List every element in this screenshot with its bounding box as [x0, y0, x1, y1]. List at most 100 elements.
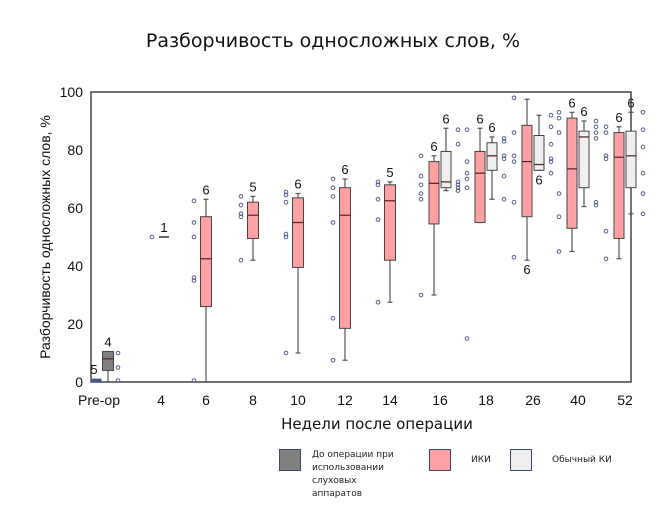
legend-item-iki: ИКИ [429, 449, 491, 471]
data-point [191, 275, 197, 280]
n-label: 1 [160, 220, 167, 235]
data-point [464, 336, 470, 341]
x-tick-label: 40 [570, 392, 586, 408]
y-tick-label: 60 [67, 200, 83, 216]
box [474, 150, 486, 223]
data-point [640, 110, 646, 115]
data-point [455, 141, 461, 147]
data-point [556, 115, 562, 121]
data-point [455, 182, 461, 188]
box-14-1: 5 [375, 165, 396, 305]
y-tick-label: 20 [67, 316, 83, 332]
data-point [511, 159, 517, 164]
data-point [501, 173, 507, 179]
y-tick-label: 40 [67, 258, 83, 274]
box [486, 142, 498, 171]
box-10-1: 6 [283, 177, 304, 356]
data-point [640, 170, 646, 176]
data-point [464, 127, 470, 132]
data-point [330, 220, 336, 225]
data-point [511, 254, 517, 260]
data-point [556, 110, 562, 115]
box-40-2: 6 [578, 104, 599, 208]
data-point [283, 189, 289, 195]
legend-swatch [510, 449, 532, 471]
n-label: 6 [294, 177, 301, 192]
y-tick-label: 100 [60, 84, 84, 100]
data-point [375, 197, 381, 202]
data-point [593, 130, 599, 135]
box-4-1: 1 [149, 220, 169, 240]
y-tick-label: 80 [67, 142, 83, 158]
data-point [191, 278, 197, 283]
x-axis: Pre-op 4 6 8 10 12 14 16 18 26 40 52 [78, 392, 633, 408]
n-label: 6 [430, 139, 437, 154]
box [292, 197, 304, 268]
x-tick-label: 6 [202, 392, 210, 408]
n-label: 6 [202, 182, 209, 197]
legend-item-standard-ci: Обычный КИ [510, 449, 612, 471]
box [384, 184, 396, 261]
data-point [330, 315, 336, 321]
data-point [191, 234, 197, 240]
x-tick-label: 8 [249, 392, 257, 408]
data-point [455, 179, 461, 185]
legend-label: До операции при использовании слуховых а… [312, 450, 394, 499]
n-label: 6 [535, 172, 542, 187]
data-point [115, 350, 121, 356]
data-point [501, 136, 507, 141]
n-label: 5 [249, 179, 256, 194]
data-point [455, 127, 461, 132]
data-point [556, 130, 562, 135]
data-point [375, 182, 381, 188]
data-point [330, 357, 336, 363]
n-label: 6 [523, 262, 530, 277]
data-point [455, 185, 461, 190]
data-point [511, 199, 517, 205]
data-point [330, 185, 336, 190]
box-6-1: 6 [191, 182, 212, 383]
x-tick-label: 26 [525, 392, 541, 408]
data-point [511, 130, 517, 135]
n-label: 4 [104, 335, 111, 350]
data-point [464, 176, 470, 182]
data-point [375, 217, 381, 222]
data-point [283, 199, 289, 205]
box [521, 124, 533, 218]
data-point [640, 144, 646, 150]
y-tick-label: 0 [75, 374, 83, 390]
n-label: 6 [341, 162, 348, 177]
legend-label: ИКИ [471, 455, 491, 465]
y-axis: 0 20 40 60 80 100 [60, 84, 84, 390]
data-point [501, 153, 507, 159]
box-16-1: 6 [418, 139, 440, 298]
box [533, 135, 545, 171]
data-point [238, 211, 244, 217]
n-label: 5 [90, 362, 97, 377]
data-point [548, 170, 554, 176]
data-point [238, 257, 244, 263]
legend-swatch [429, 449, 451, 471]
x-tick-label: 4 [157, 392, 165, 408]
data-point [283, 231, 289, 237]
data-point [556, 214, 562, 219]
box [339, 187, 351, 329]
box-40-1: 6 [556, 95, 578, 254]
data-point [238, 214, 244, 219]
data-point [603, 228, 609, 234]
data-point [603, 156, 609, 161]
box [200, 216, 212, 308]
box-8-1: 5 [238, 179, 259, 263]
data-point [418, 197, 424, 202]
data-point [501, 139, 507, 144]
data-point [418, 173, 424, 179]
box-Pre-op-0: 5 [90, 362, 102, 383]
plot-border [90, 91, 632, 383]
data-point [603, 130, 609, 135]
data-point [603, 256, 609, 262]
data-point [283, 350, 289, 356]
x-tick-label: 16 [432, 392, 448, 408]
x-tick-label: 10 [290, 392, 306, 408]
x-tick-label: 12 [337, 392, 353, 408]
